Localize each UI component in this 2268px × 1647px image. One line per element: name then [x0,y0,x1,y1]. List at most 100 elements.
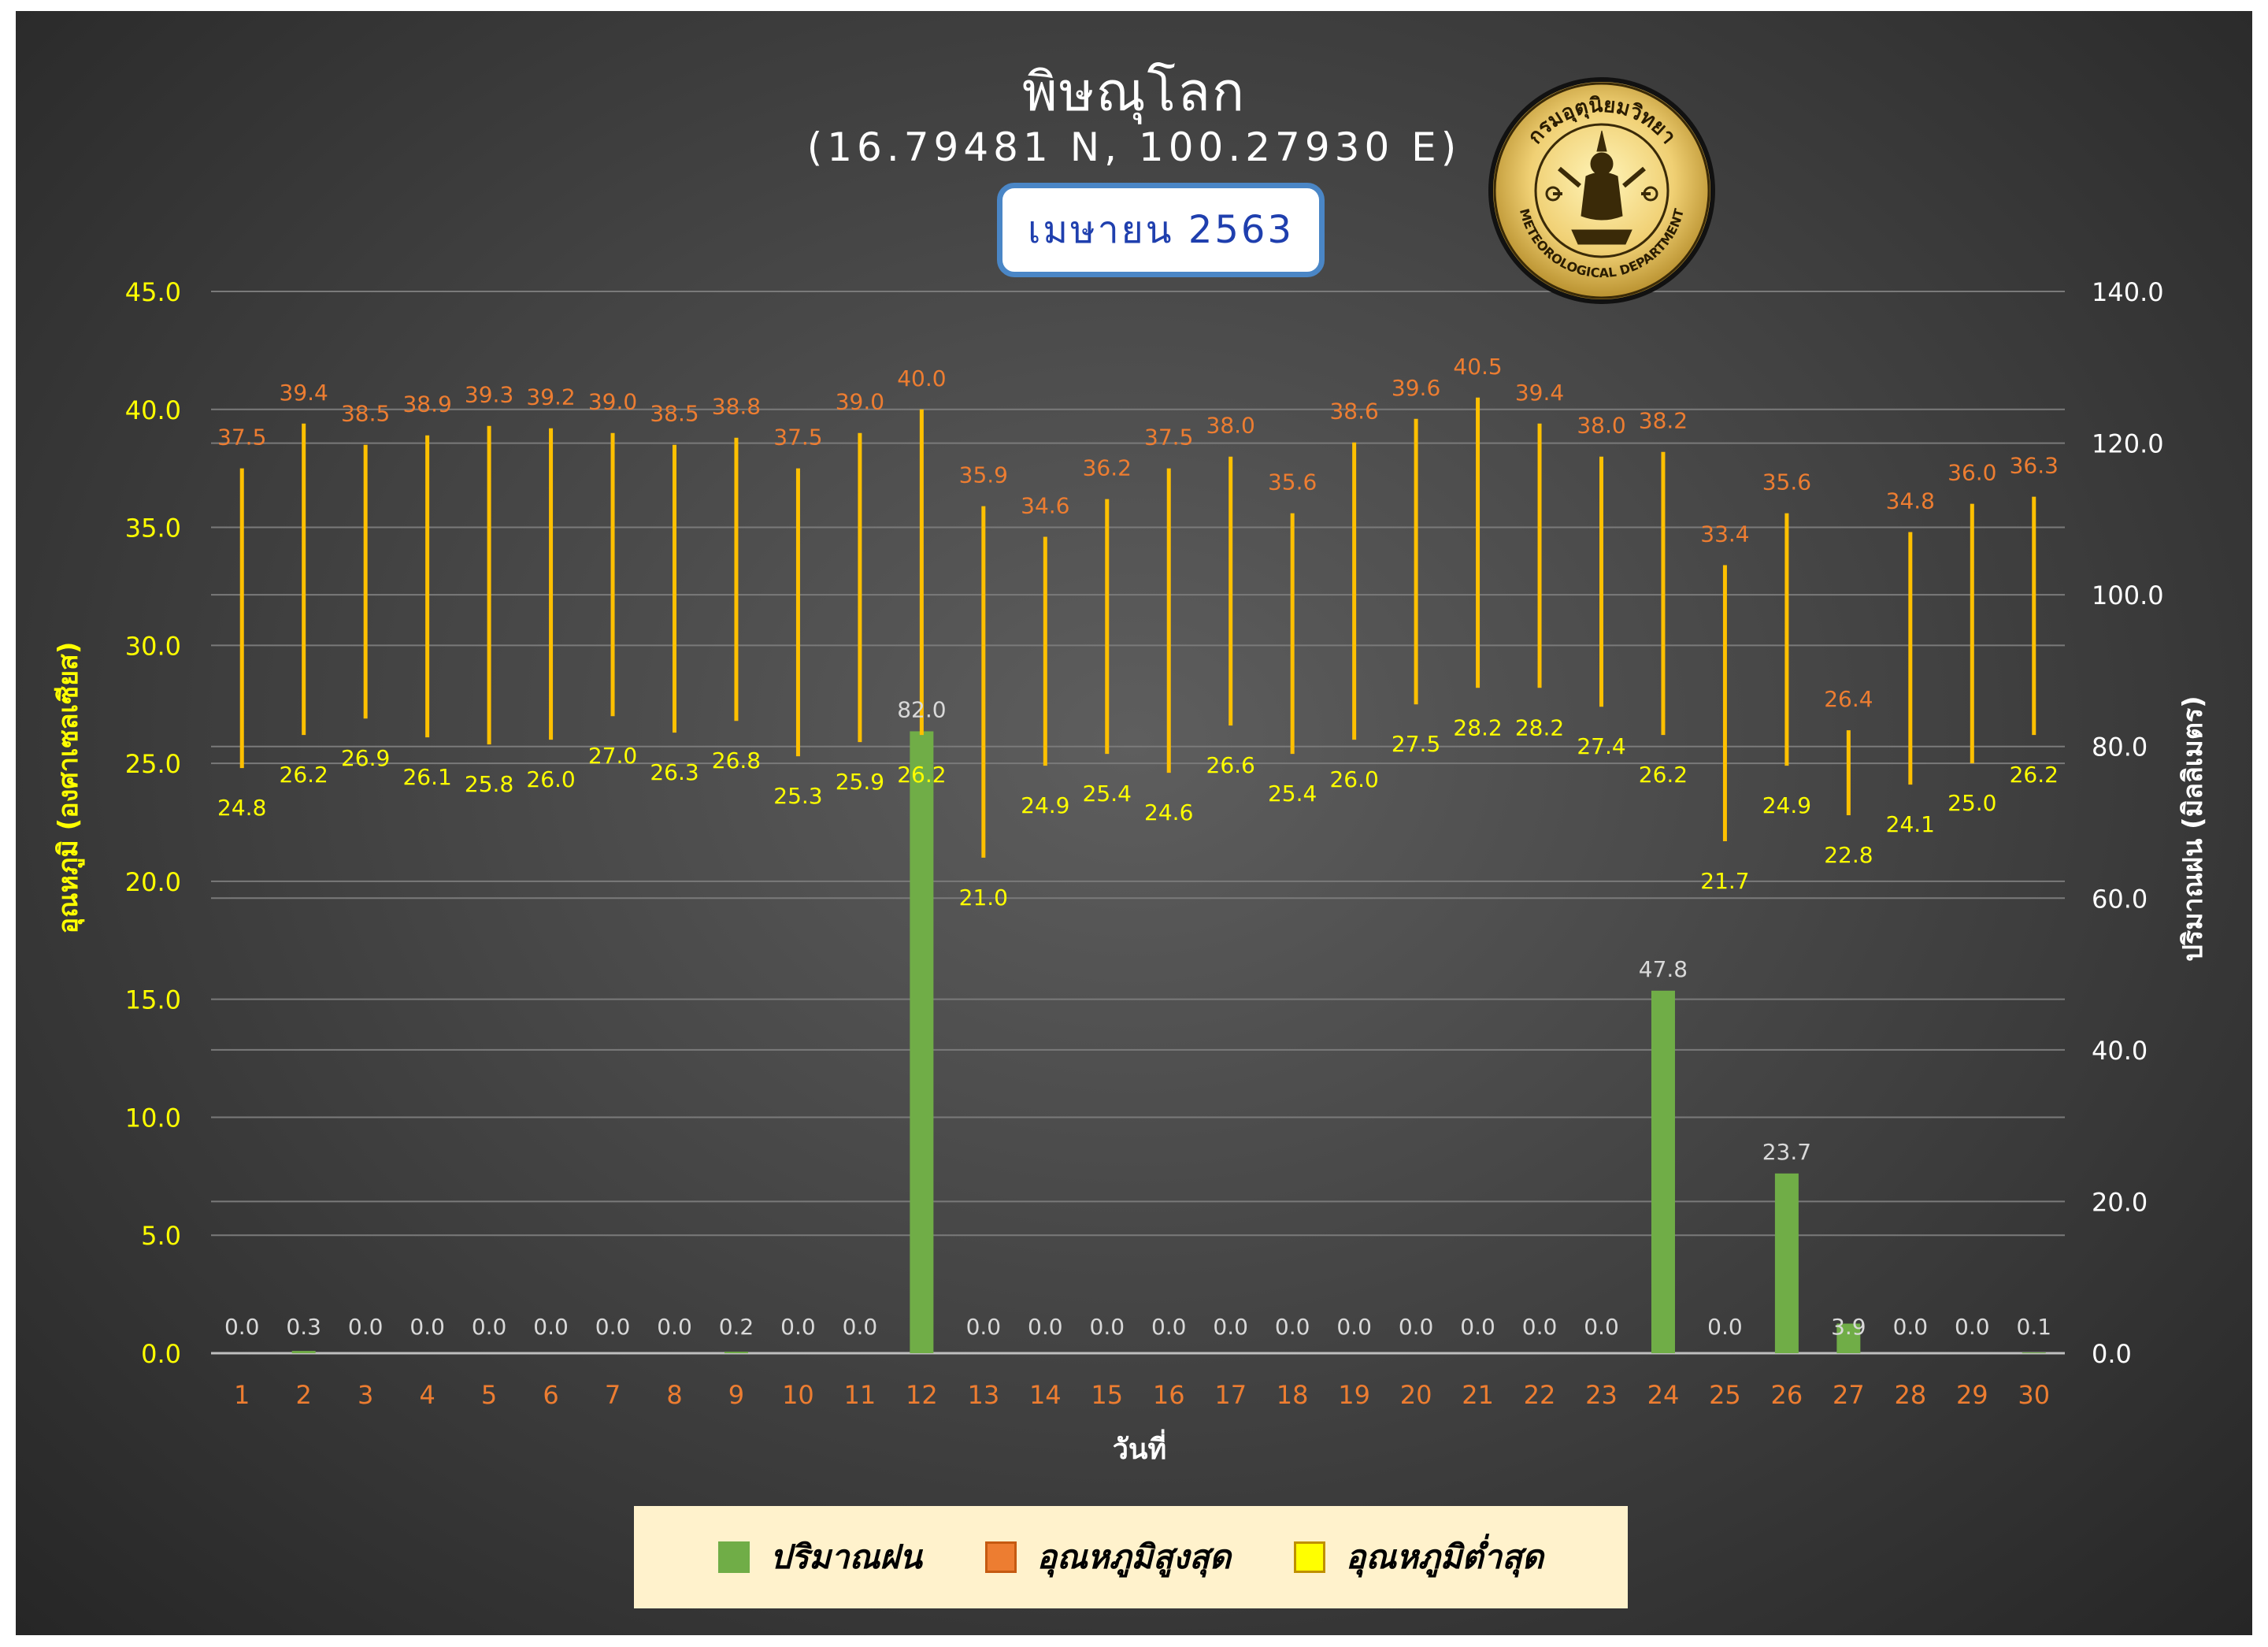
x-tick: 13 [967,1380,999,1410]
legend-label-min-temp: อุณหภูมิต่ำสุด [1346,1538,1544,1576]
min-temp-label: 24.9 [1762,792,1811,818]
y-tick-left: 45.0 [125,277,181,307]
temperature-lines [239,397,2036,858]
min-temp-label: 25.4 [1083,781,1132,807]
y-tick-left: 30.0 [125,631,181,661]
month-label: เมษายน 2563 [1028,208,1294,252]
max-temp-label: 38.9 [402,391,451,417]
max-temp-label: 26.4 [1824,686,1873,712]
chart-title: พิษณุโลก [1021,61,1247,124]
y-tick-left: 25.0 [125,749,181,779]
legend-label-max-temp: อุณหภูมิสูงสุด [1036,1538,1232,1576]
x-tick: 16 [1153,1380,1185,1410]
max-temp-label: 36.2 [1083,455,1132,481]
rain-label: 0.0 [966,1314,1002,1340]
min-temp-label: 24.9 [1021,792,1069,818]
min-temp-label: 24.6 [1144,799,1193,825]
rain-label: 47.8 [1639,956,1688,982]
rain-label: 0.0 [472,1314,507,1340]
axis-ticks: 0.05.010.015.020.025.030.035.040.045.00.… [125,277,2164,1410]
rain-label: 23.7 [1762,1139,1811,1165]
y-tick-left: 5.0 [141,1221,181,1251]
min-temp-label: 26.2 [897,762,946,788]
max-temp-label: 35.6 [1762,469,1811,495]
legend-swatch-max-temp [984,1541,1017,1573]
y-tick-left: 35.0 [125,514,181,543]
rain-bar [1836,1323,1861,1353]
y-tick-right: 80.0 [2092,733,2148,762]
max-temp-label: 39.0 [836,389,884,415]
grid-lines [211,291,2065,1355]
x-tick: 28 [1894,1380,1926,1410]
rain-label: 0.0 [1336,1314,1372,1340]
rain-label: 0.0 [1584,1314,1619,1340]
max-temp-label: 39.4 [280,380,328,406]
max-temp-label: 39.3 [465,382,513,408]
min-temp-label: 27.4 [1577,733,1625,759]
x-tick: 24 [1647,1380,1680,1410]
rain-label: 0.0 [595,1314,631,1340]
min-temp-label: 26.2 [1639,762,1688,788]
y-tick-right: 20.0 [2092,1187,2148,1217]
x-tick: 26 [1771,1380,1803,1410]
max-temp-label: 36.3 [2010,453,2059,479]
max-temp-label: 37.5 [773,425,822,451]
x-tick: 10 [782,1380,814,1410]
y-tick-right: 0.0 [2092,1339,2132,1369]
rain-label: 0.0 [1955,1314,1990,1340]
min-temp-label: 27.0 [588,743,637,769]
min-temp-label: 27.5 [1392,731,1440,757]
rain-label: 0.0 [1151,1314,1187,1340]
data-labels: 0.0 0.3 0.0 0.0 0.0 0.0 0.0 0.0 0.2 0.0 0.0 82.0 0.0… [217,354,2059,1340]
max-temp-label: 40.0 [897,365,946,391]
max-temp-label: 33.4 [1700,521,1749,547]
rain-label: 0.0 [1707,1314,1743,1340]
rain-label: 0.0 [1090,1314,1125,1340]
min-temp-label: 26.2 [280,762,328,788]
min-temp-label: 26.9 [341,745,390,771]
y-tick-right: 100.0 [2092,581,2164,610]
x-axis-label: วันที่ [1113,1429,1167,1466]
max-temp-label: 39.4 [1515,380,1564,406]
max-temp-label: 38.2 [1639,408,1688,434]
max-temp-label: 34.8 [1886,488,1935,514]
chart-subtitle: (16.79481 N, 100.27930 E) [806,124,1462,170]
max-temp-label: 39.0 [588,389,637,415]
rain-bar [291,1351,316,1353]
x-tick: 8 [666,1380,682,1410]
y-tick-left: 15.0 [125,985,181,1015]
min-temp-label: 26.8 [712,747,761,773]
x-tick: 18 [1277,1380,1309,1410]
rain-label: 0.0 [224,1314,260,1340]
max-temp-label: 35.6 [1268,469,1317,495]
max-temp-label: 38.0 [1206,413,1255,439]
rain-label: 0.0 [1213,1314,1248,1340]
y-tick-left: 0.0 [141,1339,181,1369]
rain-label: 0.0 [410,1314,445,1340]
min-temp-label: 25.3 [773,783,822,809]
min-temp-label: 26.6 [1206,752,1255,778]
legend-item-min-temp: อุณหภูมิต่ำสุด [1294,1531,1544,1583]
min-temp-label: 28.2 [1515,714,1564,740]
rain-label: 82.0 [897,696,946,722]
x-tick: 20 [1400,1380,1432,1410]
legend-label-rain: ปริมาณฝน [769,1538,922,1576]
rain-bar [910,731,934,1353]
y-tick-right: 140.0 [2092,277,2164,307]
legend-item-max-temp: อุณหภูมิสูงสุด [984,1531,1232,1583]
y-axis-label-left: อุณหภูมิ (องศาเซลเซียส) [53,642,85,934]
min-temp-label: 25.4 [1268,781,1317,807]
rain-label: 0.0 [657,1314,692,1340]
y-tick-left: 40.0 [125,395,181,425]
max-temp-label: 38.5 [650,401,699,427]
max-temp-label: 38.0 [1577,413,1625,439]
x-tick: 19 [1338,1380,1370,1410]
month-badge: เมษายน 2563 [997,183,1325,277]
y-tick-right: 40.0 [2092,1036,2148,1066]
x-tick: 29 [1956,1380,1988,1410]
x-tick: 17 [1214,1380,1247,1410]
legend-swatch-min-temp [1294,1541,1326,1573]
x-tick: 5 [481,1380,497,1410]
meteorological-department-seal-icon: กรมอุตุนิยมวิทยา METEOROLOGICAL DEPARTME… [1488,77,1715,304]
